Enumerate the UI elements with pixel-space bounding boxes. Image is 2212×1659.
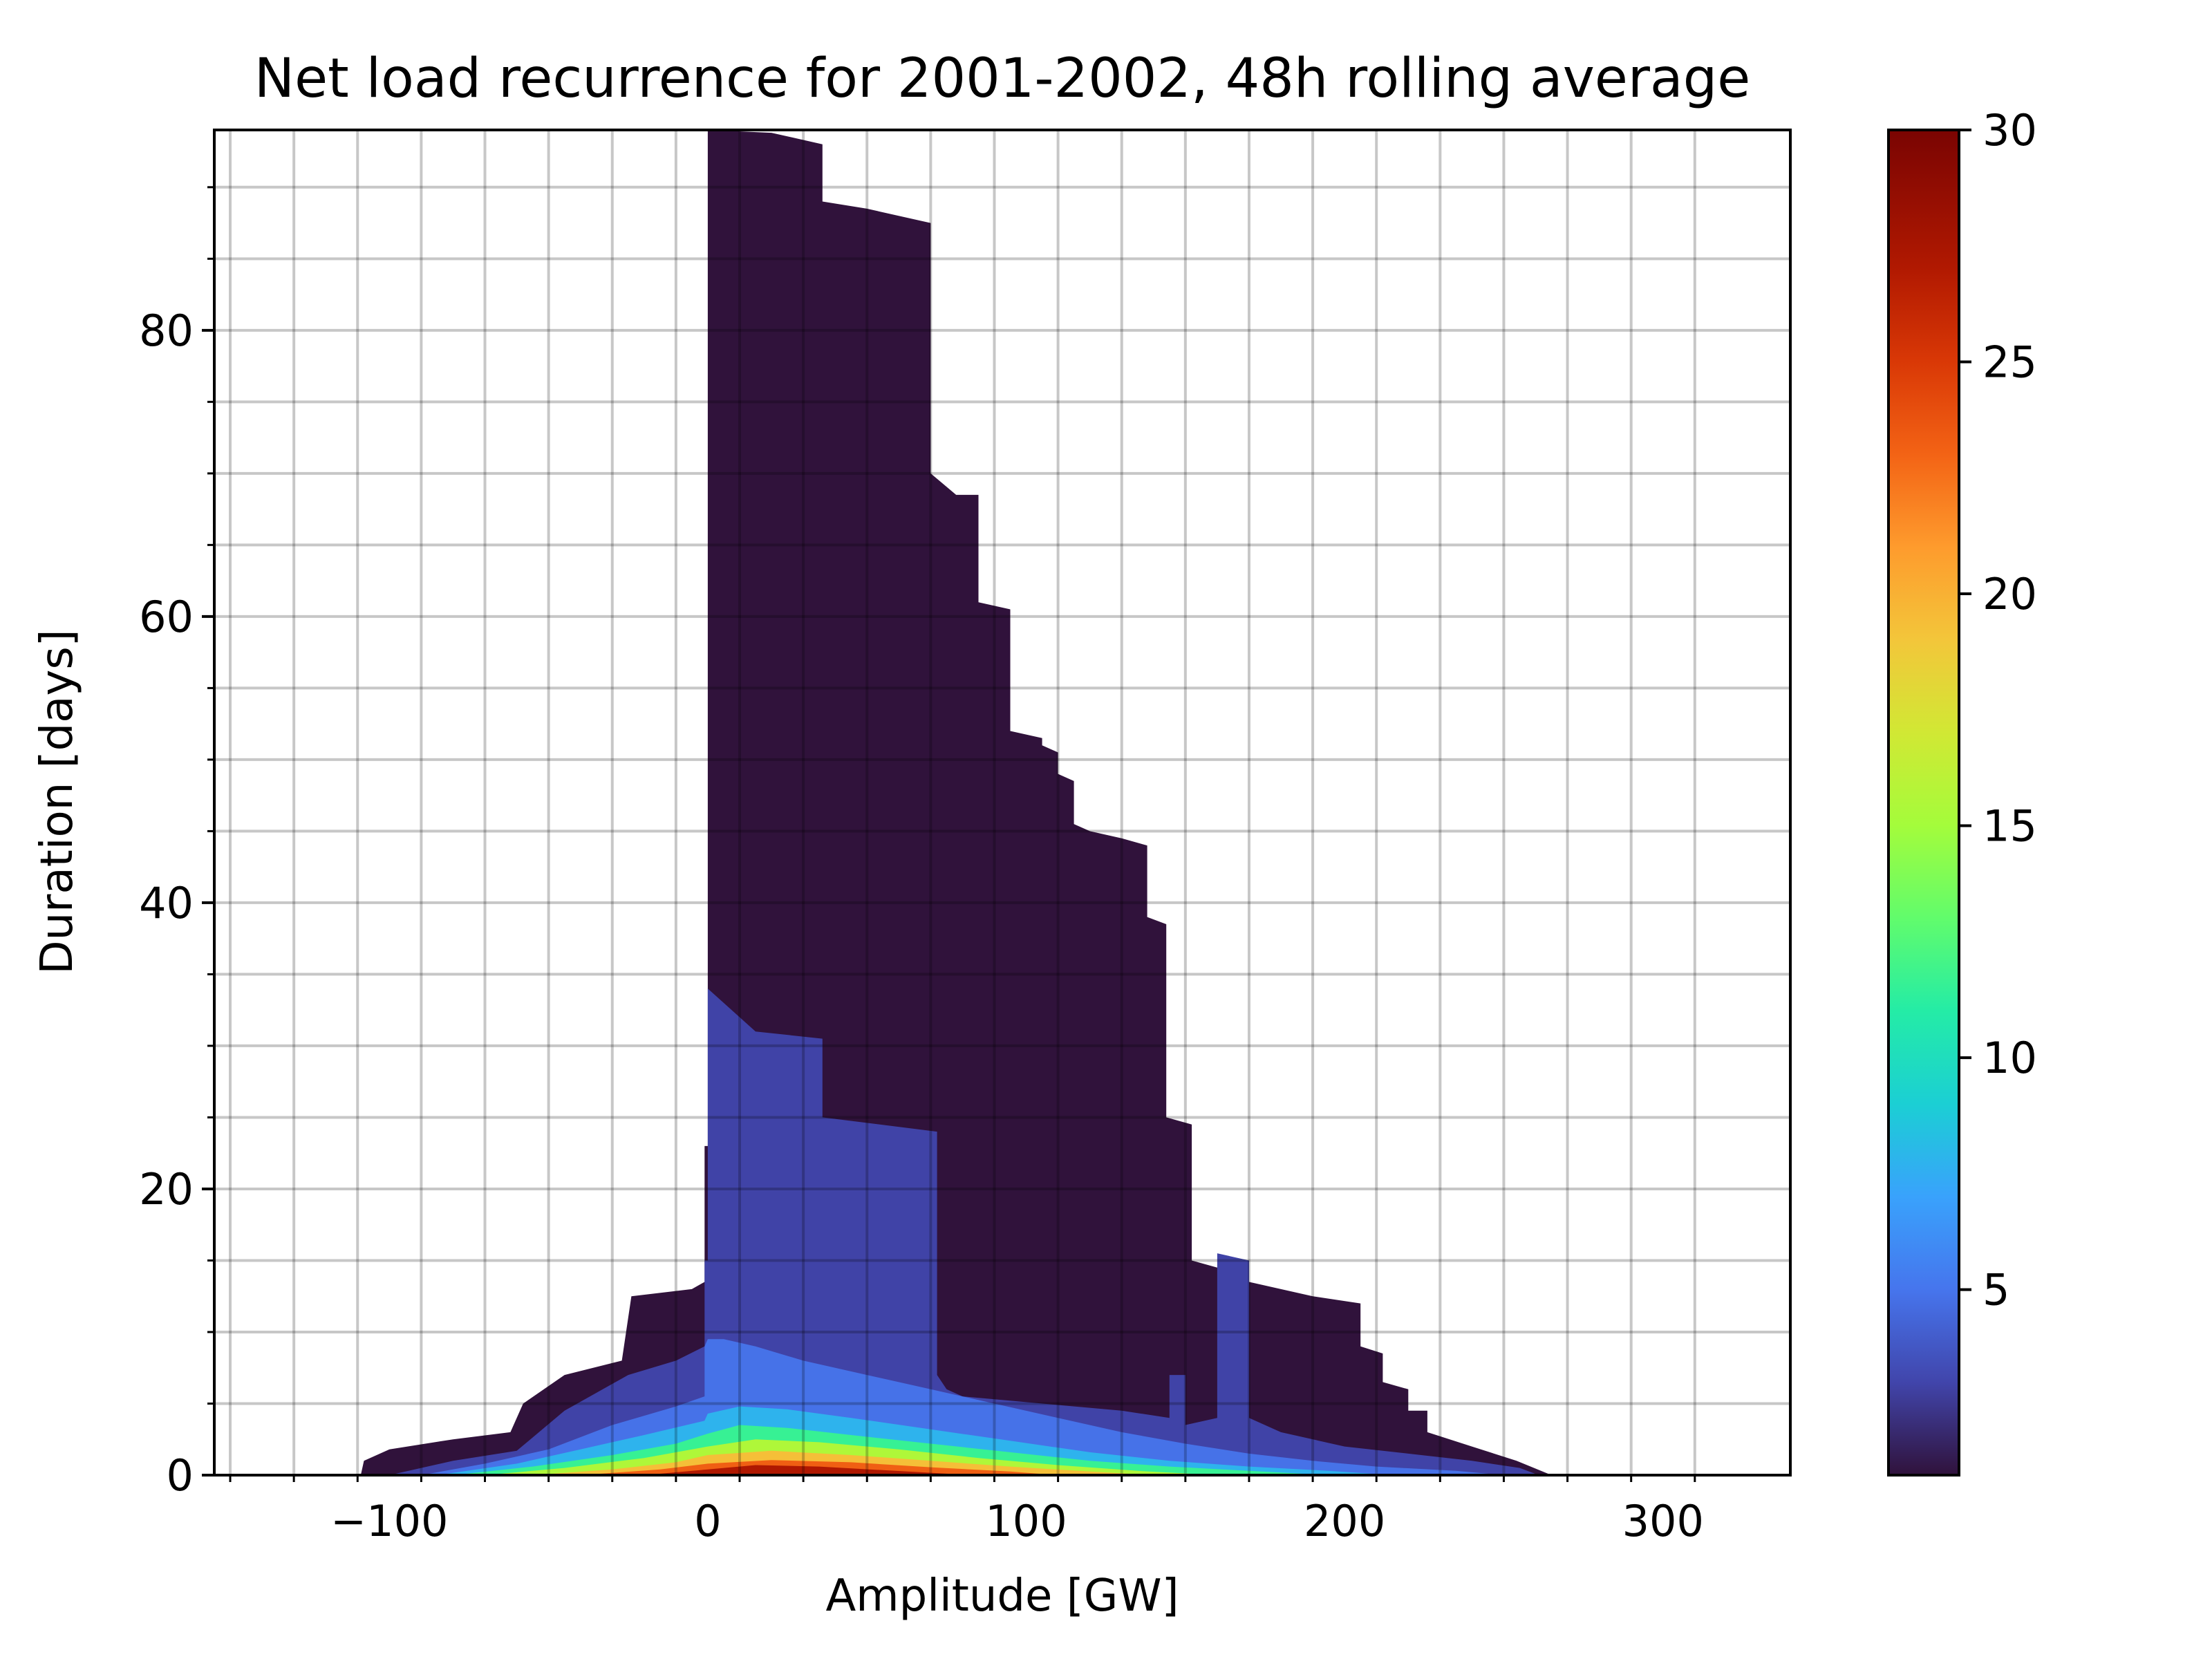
x-tick-label: −100 [330, 1496, 448, 1546]
colorbar-tick-label: 10 [1983, 1033, 2037, 1083]
colorbar-fill [1888, 130, 1959, 1475]
x-tick-label: 200 [1304, 1496, 1385, 1546]
colorbar-frame [1887, 129, 1960, 1477]
y-tick-label: 0 [167, 1450, 194, 1501]
chart-title: Net load recurrence for 2001-2002, 48h r… [254, 48, 1750, 110]
y-tick-label: 40 [139, 878, 194, 928]
colorbar-tick-label: 5 [1983, 1265, 2009, 1315]
x-tick-label: 0 [694, 1496, 721, 1546]
x-axis-label: Amplitude [GW] [825, 1571, 1179, 1622]
y-axis-label: Duration [days] [32, 629, 83, 974]
colorbar: 5 10 15 20 25 30 [1887, 105, 2037, 1477]
colorbar-tick-label: 15 [1983, 801, 2037, 852]
recurrence-level-1 [360, 130, 1552, 1475]
y-axis: 0 20 40 60 80 [139, 186, 214, 1501]
colorbar-ticks: 5 10 15 20 25 30 [1959, 105, 2037, 1315]
colorbar-tick-label: 30 [1983, 105, 2037, 156]
y-tick-label: 20 [139, 1164, 194, 1215]
colorbar-tick-label: 20 [1983, 569, 2037, 619]
y-tick-label: 80 [139, 306, 194, 356]
grid-lines [214, 130, 1790, 1475]
plot-area: −100 0 100 200 300 0 20 40 60 80 [139, 129, 1792, 1546]
colorbar-tick-label: 25 [1983, 337, 2037, 388]
x-axis: −100 0 100 200 300 [229, 1475, 1704, 1546]
plot-frame [213, 129, 1792, 1477]
heatmap-levels [360, 130, 1552, 1475]
x-tick-label: 300 [1622, 1496, 1704, 1546]
x-tick-label: 100 [985, 1496, 1067, 1546]
recurrence-level-28 [644, 1465, 979, 1475]
y-tick-label: 60 [139, 592, 194, 642]
